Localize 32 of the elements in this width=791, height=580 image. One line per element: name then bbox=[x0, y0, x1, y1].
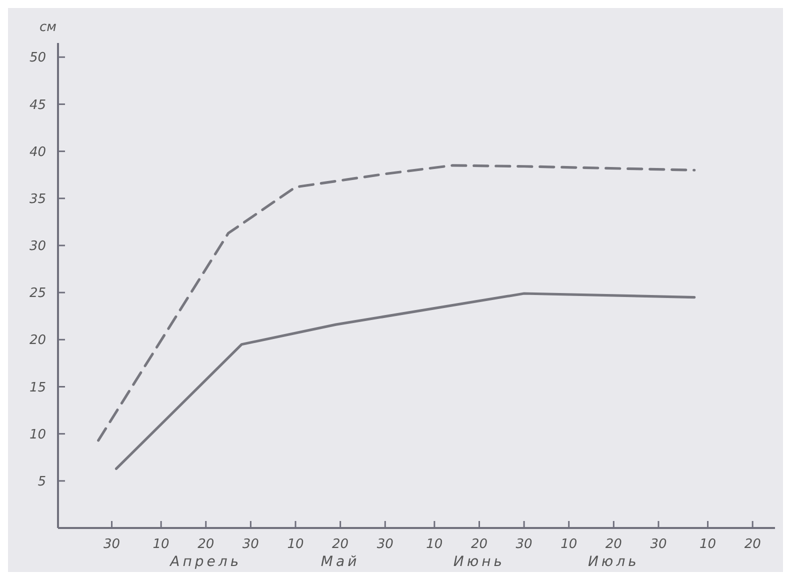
x-tick-label: 10 bbox=[560, 537, 578, 552]
y-tick-label: 35 bbox=[29, 192, 46, 207]
y-tick-label: 30 bbox=[29, 239, 46, 254]
x-tick-label: 20 bbox=[198, 537, 214, 552]
x-tick-label: 20 bbox=[605, 537, 622, 552]
y-tick-label: 50 bbox=[29, 50, 46, 66]
x-tick-label: 20 bbox=[332, 537, 349, 552]
y-tick-label: 20 bbox=[29, 333, 46, 348]
y-tick-label: 5 bbox=[38, 474, 46, 490]
text: Апрель bbox=[169, 554, 242, 570]
text: Май bbox=[320, 554, 360, 570]
x-tick-label: 30 bbox=[242, 537, 259, 552]
y-tick-label: 10 bbox=[29, 427, 46, 442]
x-tick-label: 20 bbox=[744, 537, 761, 552]
x-tick-label: 30 bbox=[104, 537, 120, 552]
text: Июль bbox=[588, 554, 640, 570]
y-tick-label: 15 bbox=[29, 380, 46, 396]
line-series bbox=[114, 292, 696, 470]
line-series bbox=[97, 164, 696, 442]
x-tick-label: 10 bbox=[700, 537, 716, 552]
text: Июнь bbox=[453, 554, 506, 570]
y-tick-label: 25 bbox=[29, 286, 46, 302]
x-tick-label: 30 bbox=[516, 537, 532, 552]
x-tick-label: 10 bbox=[152, 537, 170, 552]
y-axis-title: см bbox=[40, 20, 57, 35]
x-tick-label: 10 bbox=[426, 537, 443, 552]
x-tick-label: 10 bbox=[287, 537, 304, 552]
x-tick-label: 30 bbox=[650, 537, 667, 552]
x-tick-label: 20 bbox=[470, 537, 488, 552]
x-tick-label: 30 bbox=[376, 537, 394, 552]
y-tick-label: 40 bbox=[29, 144, 46, 160]
y-tick-label: 45 bbox=[29, 98, 46, 113]
